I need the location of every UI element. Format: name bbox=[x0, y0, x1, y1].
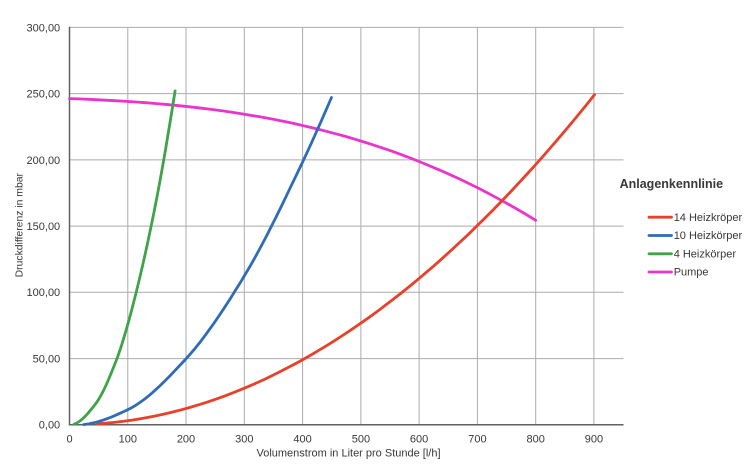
svg-text:700: 700 bbox=[468, 434, 486, 446]
svg-text:50,00: 50,00 bbox=[33, 354, 61, 366]
svg-text:Druckdifferenz in mbar: Druckdifferenz in mbar bbox=[15, 172, 26, 277]
svg-text:Volumenstrom in Liter pro Stun: Volumenstrom in Liter pro Stunde [l/h] bbox=[256, 448, 440, 460]
svg-text:200: 200 bbox=[177, 434, 195, 446]
svg-text:200,00: 200,00 bbox=[27, 155, 61, 167]
svg-text:Pumpe: Pumpe bbox=[674, 267, 709, 279]
svg-text:0,00: 0,00 bbox=[39, 420, 60, 432]
svg-text:300: 300 bbox=[235, 434, 253, 446]
svg-text:0: 0 bbox=[66, 434, 72, 446]
svg-text:100,00: 100,00 bbox=[27, 287, 61, 299]
svg-text:100: 100 bbox=[119, 434, 137, 446]
svg-text:600: 600 bbox=[410, 434, 428, 446]
svg-text:500: 500 bbox=[352, 434, 370, 446]
svg-text:250,00: 250,00 bbox=[27, 89, 61, 101]
svg-text:800: 800 bbox=[527, 434, 545, 446]
svg-text:400: 400 bbox=[293, 434, 311, 446]
svg-text:900: 900 bbox=[585, 434, 603, 446]
svg-text:4 Heizkörper: 4 Heizkörper bbox=[674, 249, 737, 261]
svg-text:150,00: 150,00 bbox=[27, 221, 61, 233]
svg-text:10 Heizkörper: 10 Heizkörper bbox=[674, 230, 743, 242]
svg-text:Anlagenkennlinie: Anlagenkennlinie bbox=[620, 177, 724, 191]
svg-text:14 Heizkröper: 14 Heizkröper bbox=[674, 212, 743, 224]
svg-text:300,00: 300,00 bbox=[27, 22, 61, 34]
